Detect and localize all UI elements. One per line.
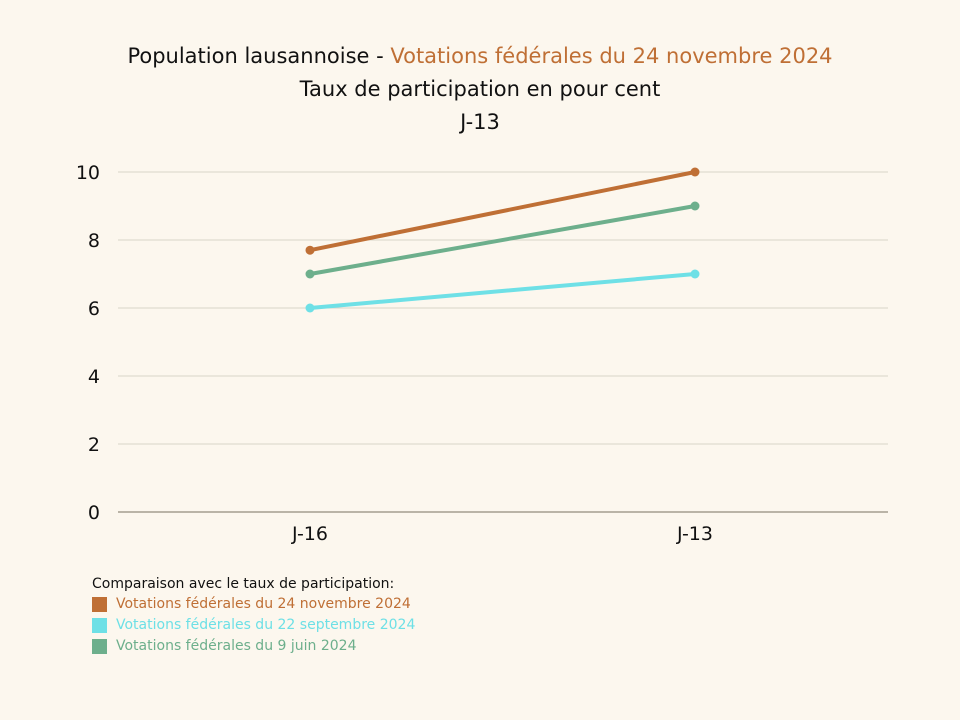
legend-item: Votations fédérales du 24 novembre 2024 [92,594,415,615]
data-point [690,269,700,279]
legend-item: Votations fédérales du 22 septembre 2024 [92,615,415,636]
legend-heading: Comparaison avec le taux de participatio… [92,576,395,592]
y-tick-label: 6 [88,298,100,320]
legend-label: Votations fédérales du 9 juin 2024 [116,638,357,654]
y-tick-label: 8 [88,230,100,252]
legend-swatch [92,618,107,633]
series-line [308,272,697,310]
chart-period: J-13 [460,110,500,134]
x-tick-label: J-16 [291,523,328,545]
chart-subtitle: Taux de participation en pour cent [299,77,661,101]
series-line [308,170,697,253]
legend-items: Votations fédérales du 24 novembre 2024 V… [92,594,415,657]
series-line [308,204,697,276]
legend: Comparaison avec le taux de participatio… [92,574,415,657]
y-tick-label: 10 [76,162,100,184]
y-tick-label: 0 [88,502,100,524]
data-point [305,245,315,255]
legend-item: Votations fédérales du 9 juin 2024 [92,636,415,657]
title-prefix: Population lausannoise - [127,44,391,68]
legend-swatch [92,597,107,612]
chart-title: Population lausannoise - Votations fédér… [0,40,960,139]
x-tick-label: J-13 [676,523,713,545]
data-point [690,167,700,177]
title-line-1: Population lausannoise - Votations fédér… [0,40,960,73]
data-point [305,303,315,313]
data-point [305,269,315,279]
y-tick-label: 4 [88,366,100,388]
y-tick-label: 2 [88,434,100,456]
data-point [690,201,700,211]
title-accent: Votations fédérales du 24 novembre 2024 [390,44,833,68]
legend-label: Votations fédérales du 22 septembre 2024 [116,617,416,633]
legend-label: Votations fédérales du 24 novembre 2024 [116,596,411,612]
legend-swatch [92,639,107,654]
